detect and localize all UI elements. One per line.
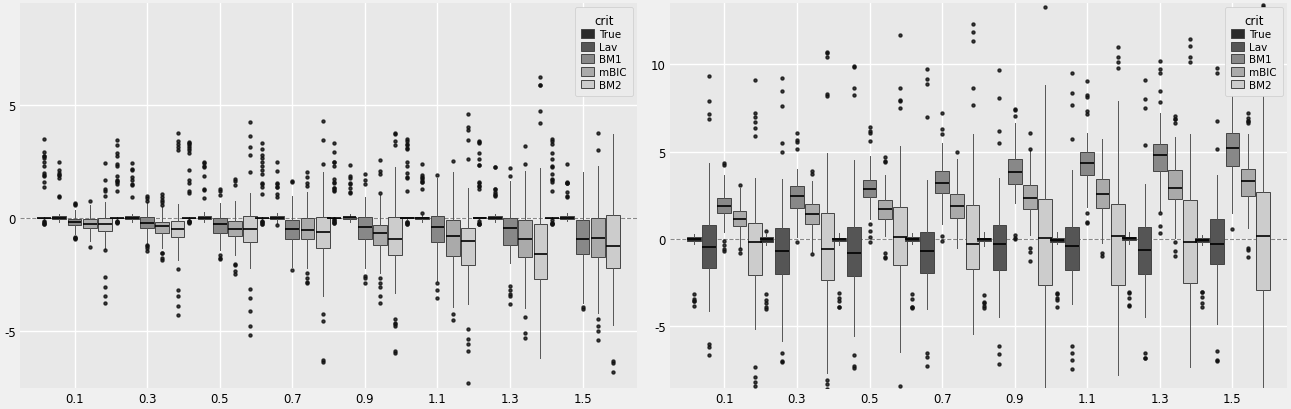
PathPatch shape [243, 217, 257, 242]
PathPatch shape [560, 217, 574, 219]
PathPatch shape [389, 218, 403, 256]
PathPatch shape [316, 217, 329, 249]
PathPatch shape [358, 218, 372, 239]
PathPatch shape [170, 221, 185, 238]
PathPatch shape [833, 238, 846, 242]
PathPatch shape [1153, 145, 1167, 171]
PathPatch shape [1038, 200, 1052, 285]
PathPatch shape [213, 218, 226, 233]
PathPatch shape [155, 222, 169, 233]
PathPatch shape [806, 205, 818, 224]
PathPatch shape [254, 218, 269, 219]
PathPatch shape [993, 226, 1006, 271]
PathPatch shape [1210, 219, 1224, 265]
PathPatch shape [301, 218, 315, 239]
PathPatch shape [182, 218, 196, 219]
PathPatch shape [1081, 153, 1095, 175]
PathPatch shape [473, 218, 487, 219]
PathPatch shape [445, 221, 460, 256]
PathPatch shape [1008, 160, 1021, 185]
PathPatch shape [1022, 186, 1037, 210]
PathPatch shape [430, 216, 444, 243]
PathPatch shape [1195, 238, 1208, 242]
PathPatch shape [98, 218, 112, 231]
PathPatch shape [862, 181, 877, 198]
PathPatch shape [733, 211, 746, 227]
PathPatch shape [229, 222, 241, 237]
PathPatch shape [125, 217, 138, 220]
PathPatch shape [920, 232, 933, 274]
PathPatch shape [1184, 200, 1197, 283]
PathPatch shape [1050, 238, 1064, 242]
PathPatch shape [1241, 170, 1255, 196]
PathPatch shape [759, 238, 773, 242]
PathPatch shape [718, 198, 731, 214]
PathPatch shape [373, 225, 387, 246]
PathPatch shape [747, 223, 762, 276]
PathPatch shape [37, 218, 50, 219]
PathPatch shape [416, 217, 429, 220]
PathPatch shape [67, 219, 81, 225]
PathPatch shape [270, 217, 284, 220]
PathPatch shape [342, 217, 356, 220]
Legend: True, Lav, BM1, mBIC, BM2: True, Lav, BM1, mBIC, BM2 [1225, 8, 1283, 97]
PathPatch shape [607, 215, 620, 269]
PathPatch shape [576, 220, 590, 254]
PathPatch shape [488, 217, 502, 219]
PathPatch shape [533, 225, 547, 279]
PathPatch shape [966, 206, 980, 270]
PathPatch shape [790, 187, 804, 208]
PathPatch shape [847, 228, 861, 276]
PathPatch shape [400, 218, 414, 219]
PathPatch shape [1137, 227, 1152, 275]
PathPatch shape [328, 218, 341, 219]
PathPatch shape [1256, 192, 1270, 290]
PathPatch shape [53, 217, 66, 220]
PathPatch shape [545, 218, 559, 219]
PathPatch shape [198, 216, 212, 220]
PathPatch shape [1096, 179, 1109, 209]
PathPatch shape [935, 172, 949, 194]
PathPatch shape [83, 219, 97, 229]
PathPatch shape [687, 238, 701, 241]
PathPatch shape [461, 228, 475, 265]
PathPatch shape [821, 213, 834, 280]
PathPatch shape [702, 225, 717, 268]
PathPatch shape [1168, 171, 1183, 200]
PathPatch shape [1110, 204, 1124, 285]
PathPatch shape [977, 238, 991, 242]
PathPatch shape [775, 228, 789, 274]
PathPatch shape [905, 238, 918, 242]
PathPatch shape [110, 218, 124, 219]
PathPatch shape [1225, 133, 1239, 166]
PathPatch shape [1065, 227, 1079, 270]
PathPatch shape [285, 220, 300, 239]
PathPatch shape [503, 219, 516, 246]
Legend: True, Lav, BM1, mBIC, BM2: True, Lav, BM1, mBIC, BM2 [574, 8, 633, 97]
PathPatch shape [893, 207, 906, 265]
PathPatch shape [878, 200, 892, 220]
PathPatch shape [518, 220, 532, 257]
PathPatch shape [591, 219, 604, 257]
PathPatch shape [1122, 237, 1136, 241]
PathPatch shape [141, 218, 154, 229]
PathPatch shape [950, 195, 964, 218]
